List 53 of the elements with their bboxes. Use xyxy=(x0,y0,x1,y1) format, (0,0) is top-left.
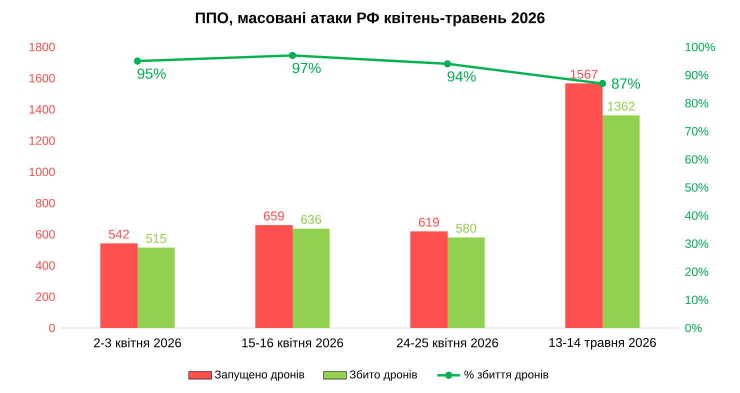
point xyxy=(444,60,452,68)
data-label: 542 xyxy=(108,230,129,239)
y2-tick-label: 100% xyxy=(686,42,715,52)
bar xyxy=(255,225,292,328)
data-label: 580 xyxy=(456,224,476,233)
bar xyxy=(447,237,485,328)
chart-title: ППО, масовані атаки РФ квітень-травень 2026 xyxy=(196,12,545,26)
data-label: 1567 xyxy=(570,70,598,79)
y-tick-label: 1400 xyxy=(30,105,55,114)
y-tick-label: 1200 xyxy=(30,136,55,145)
data-label: 659 xyxy=(264,211,284,220)
data-label: 1362 xyxy=(608,102,635,111)
y2-tick-label: 80% xyxy=(685,98,708,108)
point xyxy=(288,52,296,60)
bar xyxy=(100,243,138,328)
x-tick-label: 24-25 квітня 2026 xyxy=(396,338,498,348)
data-label: 97% xyxy=(292,62,321,74)
point xyxy=(134,57,142,65)
y2-tick-label: 30% xyxy=(685,239,708,248)
y2-tick-label: 90% xyxy=(685,70,708,80)
bar xyxy=(602,115,640,328)
y-tick-label: 800 xyxy=(36,198,55,208)
legend-label: % збиття дронів xyxy=(464,370,548,381)
bar xyxy=(138,248,175,328)
y2-tick-label: 0% xyxy=(685,324,702,332)
y-tick-label: 600 xyxy=(36,230,55,239)
y-tick-label: 1800 xyxy=(30,42,55,52)
point xyxy=(598,80,606,88)
data-label: 87% xyxy=(612,78,640,89)
x-tick-label: 13-14 травня 2026 xyxy=(549,338,656,350)
y2-tick-label: 10% xyxy=(686,296,708,304)
y2-tick-label: 40% xyxy=(684,211,708,220)
bar xyxy=(292,228,330,328)
y-tick-label: 0 xyxy=(49,324,55,332)
bar xyxy=(410,231,448,328)
bar xyxy=(565,83,602,328)
y-tick-label: 1000 xyxy=(30,168,55,176)
x-tick-label: 2-3 квітня 2026 xyxy=(94,338,182,348)
x-tick-label: 15-16 квітня 2026 xyxy=(242,338,344,348)
data-label: 619 xyxy=(418,218,439,227)
y2-tick-label: 20% xyxy=(685,268,708,276)
data-label: 515 xyxy=(146,234,166,243)
data-label: 94% xyxy=(448,71,476,82)
legend-label: Запущено дронів xyxy=(214,370,304,381)
legend-label: Збито дронів xyxy=(350,370,417,381)
data-label: 95% xyxy=(138,68,166,79)
data-label: 636 xyxy=(301,215,322,224)
y2-tick-label: 60% xyxy=(685,155,708,164)
y-tick-label: 1600 xyxy=(30,74,55,82)
y-tick-label: 200 xyxy=(36,292,55,302)
y2-tick-label: 50% xyxy=(685,183,708,192)
y-tick-label: 400 xyxy=(36,261,55,270)
y2-tick-label: 70% xyxy=(685,127,708,136)
